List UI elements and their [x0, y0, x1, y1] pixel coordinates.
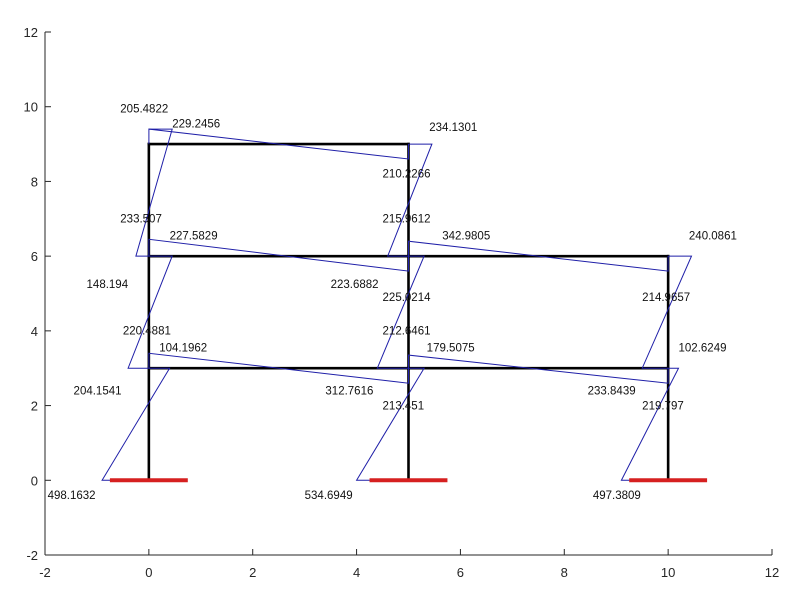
y-tick-label: 6 — [31, 249, 38, 264]
moment-value-label: 240.0861 — [689, 230, 737, 242]
moment-value-label: 210.2266 — [383, 169, 431, 181]
y-tick-label: 12 — [24, 25, 38, 40]
moment-value-label: 234.1301 — [429, 122, 477, 134]
moment-polyline — [386, 143, 433, 257]
y-tick-label: 4 — [31, 324, 38, 339]
moment-value-label: 498.1632 — [48, 490, 96, 502]
moment-value-label: 215.9612 — [383, 214, 431, 226]
moment-polyline — [408, 354, 669, 384]
moment-value-label: 214.9657 — [642, 292, 690, 304]
moment-polyline — [127, 255, 173, 369]
moment-value-label: 497.3809 — [593, 490, 641, 502]
y-tick-label: 8 — [31, 174, 38, 189]
x-tick-label: 12 — [765, 565, 779, 580]
moment-value-label: 205.4822 — [120, 103, 168, 115]
moment-value-label: 102.6249 — [679, 342, 727, 354]
moment-value-label: 179.5075 — [427, 342, 475, 354]
x-tick-label: -2 — [39, 565, 51, 580]
moment-polyline — [641, 255, 693, 369]
y-tick-label: 0 — [31, 473, 38, 488]
moment-value-label: 312.7616 — [325, 385, 373, 397]
moment-polyline — [148, 128, 409, 160]
moment-value-label: 342.9805 — [442, 230, 490, 242]
y-tick-label: 10 — [24, 100, 38, 115]
moment-value-label: 225.0214 — [383, 292, 432, 304]
moment-value-label: 220.4881 — [123, 326, 171, 338]
moment-polyline — [376, 255, 425, 369]
moment-polyline — [135, 128, 173, 257]
moment-polyline — [148, 238, 409, 272]
moment-polyline — [148, 352, 409, 384]
moment-value-label: 204.1541 — [74, 385, 122, 397]
moment-value-label: 229.2456 — [172, 118, 220, 130]
moment-value-label: 212.6461 — [383, 326, 431, 338]
moment-value-label: 213.451 — [383, 400, 425, 412]
moment-value-label: 227.5829 — [170, 230, 218, 242]
moment-value-label: 148.194 — [87, 279, 129, 291]
y-tick-label: -2 — [26, 548, 38, 563]
x-tick-label: 6 — [457, 565, 464, 580]
axes: -2 0 2 4 6 8 10 12 -2 0 2 4 6 8 10 12 — [24, 25, 780, 580]
moment-value-label: 534.6949 — [305, 490, 353, 502]
x-tick-label: 4 — [353, 565, 360, 580]
moment-value-label: 233.8439 — [588, 385, 636, 397]
x-tick-label: 0 — [145, 565, 152, 580]
x-tick-label: 10 — [661, 565, 675, 580]
moment-value-label: 219.797 — [642, 400, 684, 412]
moment-value-label: 104.1962 — [159, 342, 207, 354]
y-tick-label: 2 — [31, 399, 38, 414]
x-tick-label: 8 — [561, 565, 568, 580]
moment-value-label: 223.6882 — [331, 279, 379, 291]
moment-polyline — [408, 240, 669, 272]
moment-values: 205.4822 229.2456 234.1301 210.2266 233.507 2… — [48, 103, 737, 502]
x-tick-label: 2 — [249, 565, 256, 580]
moment-value-label: 233.507 — [120, 214, 162, 226]
